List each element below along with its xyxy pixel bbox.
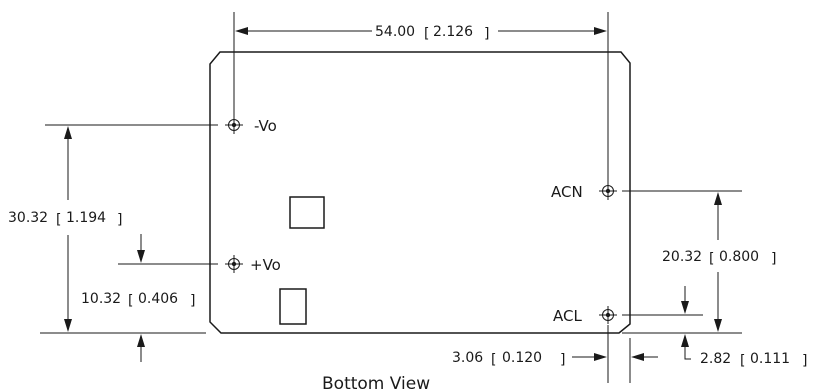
bracket-open: [: [56, 212, 61, 228]
dim-pos-vo-in: 0.406: [138, 291, 178, 307]
arrowhead: [594, 27, 607, 35]
arrowhead: [64, 319, 72, 332]
dim-acl-mm: 2.82: [700, 351, 731, 367]
bracket-open: [: [491, 352, 496, 368]
bracket-close: ]: [771, 251, 776, 267]
dim-ac-mm: 20.32: [662, 249, 702, 265]
pin-marker-acn: [599, 182, 617, 200]
bracket-close: ]: [117, 212, 122, 228]
bracket-close: ]: [560, 352, 565, 368]
dim-ac-in: 0.800: [719, 249, 759, 265]
pin-marker-neg-vo: [225, 116, 243, 134]
dim-width-in: 2.126: [433, 24, 473, 40]
arrowhead: [137, 250, 145, 263]
dim-height-mm: 30.32: [8, 210, 48, 226]
dim-x-in: 0.120: [502, 350, 542, 366]
dim-acl-in: 0.111: [750, 351, 790, 367]
bracket-close: ]: [190, 293, 195, 309]
arrowhead: [137, 334, 145, 347]
pin-label-neg-vo: -Vo: [254, 117, 277, 135]
dim-x-mm: 3.06: [452, 350, 483, 366]
pin-marker-pos-vo: [225, 255, 243, 273]
square-pad-upper: [289, 196, 325, 229]
dim-height-in: 1.194: [66, 210, 106, 226]
bracket-open: [: [424, 26, 429, 42]
bracket-close: ]: [802, 353, 807, 369]
view-title: Bottom View: [322, 374, 430, 391]
module-outline: [209, 51, 631, 334]
arrowhead: [714, 319, 722, 332]
bracket-open: [: [128, 293, 133, 309]
bracket-open: [: [709, 251, 714, 267]
pin-label-pos-vo: +Vo: [250, 256, 281, 274]
arrowhead: [235, 27, 248, 35]
arrowhead: [714, 192, 722, 205]
arrowhead: [631, 353, 644, 361]
arrowhead: [681, 334, 689, 347]
arrowhead: [594, 353, 607, 361]
dim-pos-vo-mm: 10.32: [81, 291, 121, 307]
pin-marker-acl: [599, 306, 617, 324]
pin-label-acn: ACN: [551, 183, 583, 201]
bracket-open: [: [740, 353, 745, 369]
arrowhead: [64, 126, 72, 139]
dim-width-mm: 54.00: [375, 24, 415, 40]
square-pad-lower: [279, 288, 307, 325]
bracket-close: ]: [484, 26, 489, 42]
pin-label-acl: ACL: [553, 307, 582, 325]
arrowhead: [681, 301, 689, 314]
